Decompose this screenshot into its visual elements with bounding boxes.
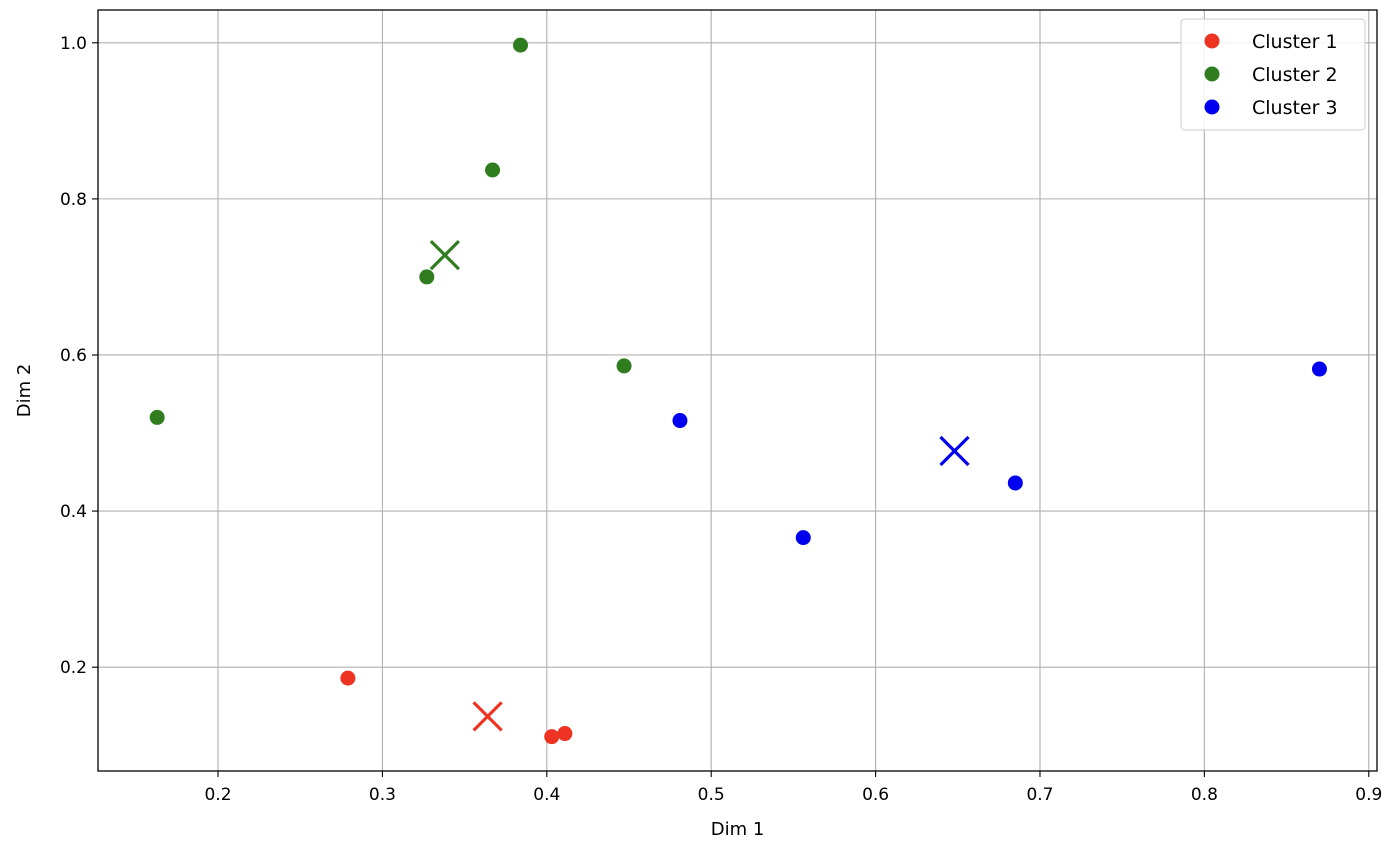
x-tick-label: 0.4 [533,785,560,805]
data-point [1007,475,1023,491]
legend-box [1180,18,1366,131]
data-point [1311,361,1327,377]
data-point [672,413,688,429]
data-point [616,358,632,374]
y-tick-label: 0.8 [60,190,87,210]
legend-label: Cluster 1 [1252,31,1338,53]
data-point [795,530,811,546]
x-tick-label: 0.3 [369,785,396,805]
x-tick-label: 0.8 [1191,785,1218,805]
x-tick-label: 0.9 [1355,785,1382,805]
y-tick-label: 1.0 [60,34,87,54]
data-point [512,37,528,53]
data-point [485,162,501,178]
data-point [557,726,573,742]
y-axis-label: Dim 2 [14,364,35,418]
axis-ticks: 0.2 0.3 0.4 0.5 0.6 0.7 0.8 0.9 0.2 0.4 0.6 0.8 1.0 [60,34,1382,805]
data-points [149,37,1327,745]
data-point [340,670,356,686]
data-point [544,729,560,745]
legend-marker [1204,33,1220,49]
y-tick-label: 0.4 [60,502,87,522]
centroid-marker [939,435,970,467]
data-point [419,269,435,285]
legend: Cluster 1 Cluster 2 Cluster 3 [1180,18,1366,131]
y-tick-label: 0.2 [60,658,87,678]
x-axis-label: Dim 1 [711,819,765,840]
legend-marker [1204,99,1220,115]
centroid-marker [429,239,461,271]
centroid-stroke [939,435,970,467]
plot-frame [97,9,1378,772]
legend-label: Cluster 3 [1252,97,1338,119]
x-tick-label: 0.2 [204,785,231,805]
grid [98,10,1377,771]
centroid-marker [472,701,503,732]
x-tick-label: 0.6 [862,785,889,805]
data-point [149,409,165,425]
centroid-stroke [472,701,503,732]
y-tick-label: 0.6 [60,346,87,366]
centroid-stroke [429,239,461,271]
x-tick-label: 0.5 [698,785,725,805]
legend-label: Cluster 2 [1252,64,1338,86]
x-tick-label: 0.7 [1026,785,1053,805]
legend-marker [1204,66,1220,82]
